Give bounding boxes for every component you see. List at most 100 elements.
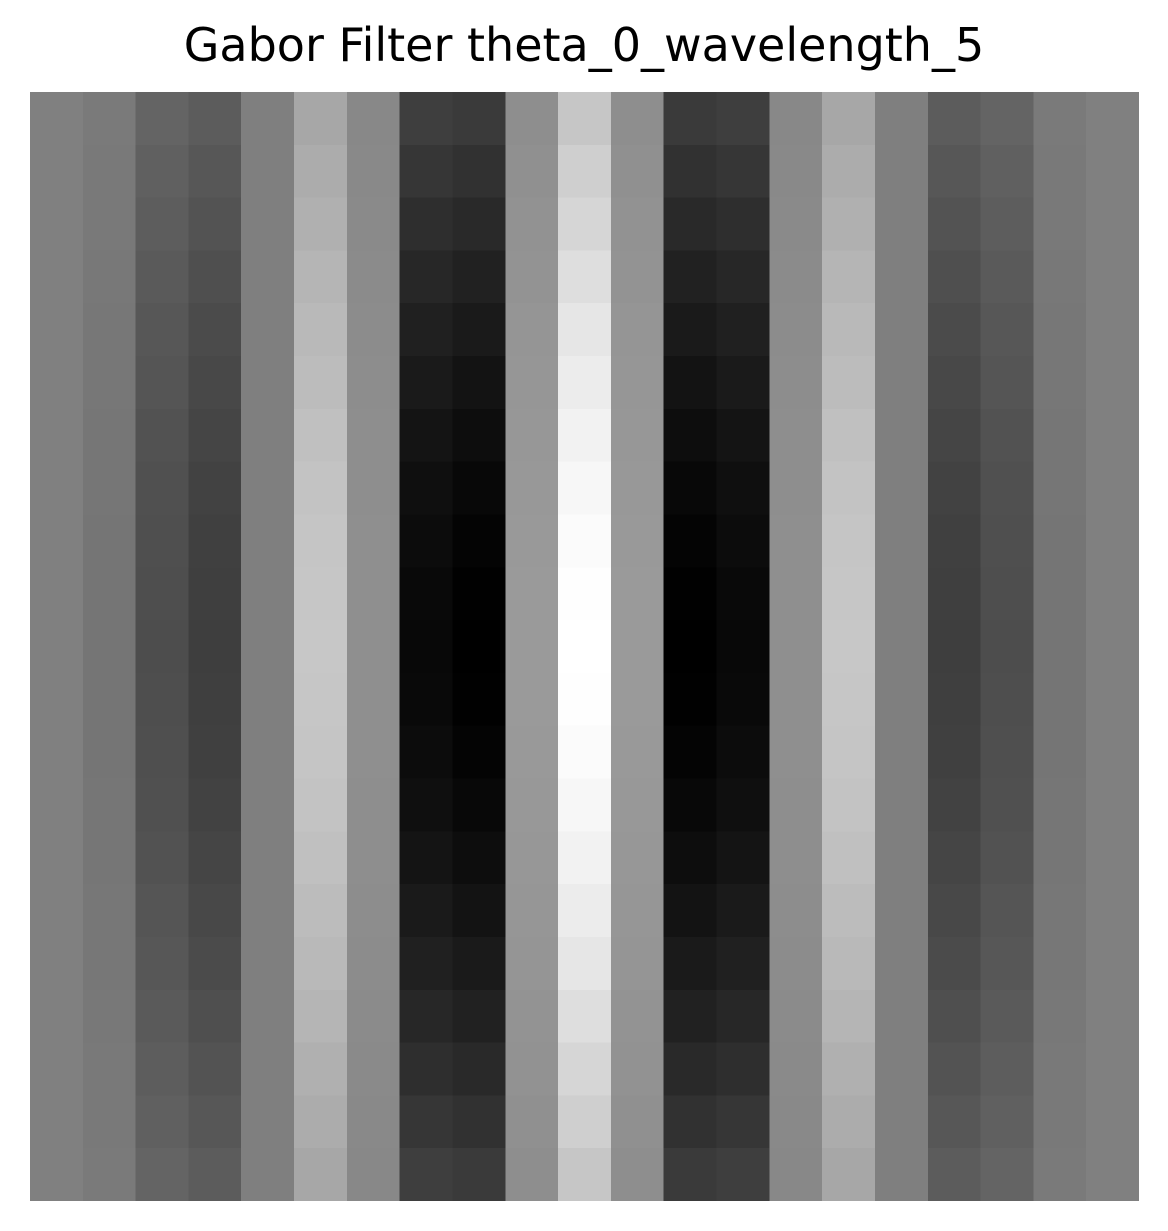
heatmap-cell bbox=[822, 408, 876, 463]
heatmap-cell bbox=[399, 303, 454, 357]
heatmap-cell bbox=[716, 1095, 770, 1149]
heatmap-cell bbox=[346, 514, 401, 568]
heatmap-cell bbox=[241, 1095, 295, 1149]
heatmap-cell bbox=[980, 1148, 1034, 1201]
heatmap-cell bbox=[716, 303, 770, 357]
heatmap-cell bbox=[663, 567, 718, 621]
heatmap-cell bbox=[452, 1095, 506, 1149]
heatmap-cell bbox=[505, 884, 559, 938]
heatmap-cell bbox=[874, 1095, 929, 1149]
heatmap-cell bbox=[82, 620, 137, 674]
heatmap-cell bbox=[769, 92, 823, 146]
heatmap-cell bbox=[505, 303, 559, 357]
heatmap-cell bbox=[769, 461, 823, 516]
heatmap-cell bbox=[82, 92, 137, 146]
heatmap-cell bbox=[822, 1148, 876, 1201]
heatmap-cell bbox=[452, 92, 506, 146]
heatmap-cell bbox=[1033, 514, 1087, 568]
heatmap-cell bbox=[30, 725, 84, 780]
heatmap-cell bbox=[558, 1042, 612, 1096]
heatmap-cell bbox=[294, 356, 348, 410]
heatmap-cell bbox=[82, 356, 137, 410]
heatmap-cell bbox=[241, 567, 295, 621]
heatmap-cell bbox=[399, 831, 454, 885]
heatmap-cell bbox=[769, 672, 823, 727]
heatmap-cell bbox=[82, 250, 137, 304]
heatmap-cell bbox=[505, 672, 559, 727]
heatmap-cell bbox=[188, 936, 242, 991]
heatmap-cell bbox=[874, 1148, 929, 1201]
heatmap-cell bbox=[1033, 884, 1087, 938]
heatmap-cell bbox=[399, 778, 454, 832]
heatmap-cell bbox=[874, 567, 929, 621]
heatmap-cell bbox=[716, 884, 770, 938]
heatmap-cell bbox=[241, 778, 295, 832]
heatmap-cell bbox=[135, 408, 190, 463]
heatmap-cell bbox=[822, 92, 876, 146]
heatmap-cell bbox=[452, 989, 506, 1044]
heatmap-cell bbox=[822, 989, 876, 1044]
heatmap-cell bbox=[188, 303, 242, 357]
heatmap-cell bbox=[346, 144, 401, 199]
heatmap-cell bbox=[716, 250, 770, 304]
heatmap-cell bbox=[663, 725, 718, 780]
heatmap-cell bbox=[241, 250, 295, 304]
heatmap-cell bbox=[769, 197, 823, 252]
heatmap-cell bbox=[663, 884, 718, 938]
heatmap-cell bbox=[663, 620, 718, 674]
heatmap-cell bbox=[399, 514, 454, 568]
heatmap-cell bbox=[30, 197, 84, 252]
heatmap-cell bbox=[769, 936, 823, 991]
heatmap-cell bbox=[346, 461, 401, 516]
heatmap-cell bbox=[188, 356, 242, 410]
heatmap-cell bbox=[610, 408, 665, 463]
heatmap-cell bbox=[558, 672, 612, 727]
heatmap-cell bbox=[927, 778, 982, 832]
heatmap-cell bbox=[716, 461, 770, 516]
heatmap-cell bbox=[188, 672, 242, 727]
heatmap-cell bbox=[558, 408, 612, 463]
heatmap-cell bbox=[1033, 356, 1087, 410]
heatmap-cell bbox=[610, 514, 665, 568]
heatmap-cell bbox=[30, 831, 84, 885]
heatmap-cell bbox=[927, 567, 982, 621]
heatmap-cell bbox=[769, 250, 823, 304]
heatmap-cell bbox=[716, 514, 770, 568]
heatmap-cell bbox=[82, 408, 137, 463]
heatmap-cell bbox=[874, 514, 929, 568]
heatmap-cell bbox=[294, 831, 348, 885]
heatmap-cell bbox=[30, 514, 84, 568]
heatmap-cell bbox=[558, 567, 612, 621]
heatmap-cell bbox=[927, 356, 982, 410]
heatmap-cell bbox=[294, 1148, 348, 1201]
heatmap-cell bbox=[980, 197, 1034, 252]
heatmap-cell bbox=[769, 144, 823, 199]
heatmap-cell bbox=[822, 672, 876, 727]
heatmap-cell bbox=[241, 620, 295, 674]
heatmap-cell bbox=[346, 1148, 401, 1201]
heatmap-cell bbox=[452, 408, 506, 463]
heatmap-cell bbox=[610, 672, 665, 727]
heatmap-cell bbox=[135, 725, 190, 780]
heatmap-plot bbox=[30, 92, 1139, 1201]
heatmap-cell bbox=[980, 144, 1034, 199]
heatmap-cell bbox=[135, 514, 190, 568]
heatmap-cell bbox=[294, 92, 348, 146]
heatmap-cell bbox=[346, 884, 401, 938]
heatmap-cell bbox=[822, 884, 876, 938]
heatmap-cell bbox=[294, 884, 348, 938]
heatmap-cell bbox=[82, 672, 137, 727]
heatmap-cell bbox=[927, 197, 982, 252]
heatmap-cell bbox=[399, 989, 454, 1044]
heatmap-cell bbox=[1086, 989, 1139, 1044]
heatmap-cell bbox=[1033, 92, 1087, 146]
heatmap-cell bbox=[294, 144, 348, 199]
heatmap-cell bbox=[558, 303, 612, 357]
heatmap-cell bbox=[980, 1095, 1034, 1149]
heatmap-cell bbox=[822, 778, 876, 832]
heatmap-cell bbox=[663, 672, 718, 727]
heatmap-cell bbox=[610, 620, 665, 674]
heatmap-cell bbox=[822, 1042, 876, 1096]
heatmap-cell bbox=[241, 356, 295, 410]
heatmap-cell bbox=[82, 303, 137, 357]
